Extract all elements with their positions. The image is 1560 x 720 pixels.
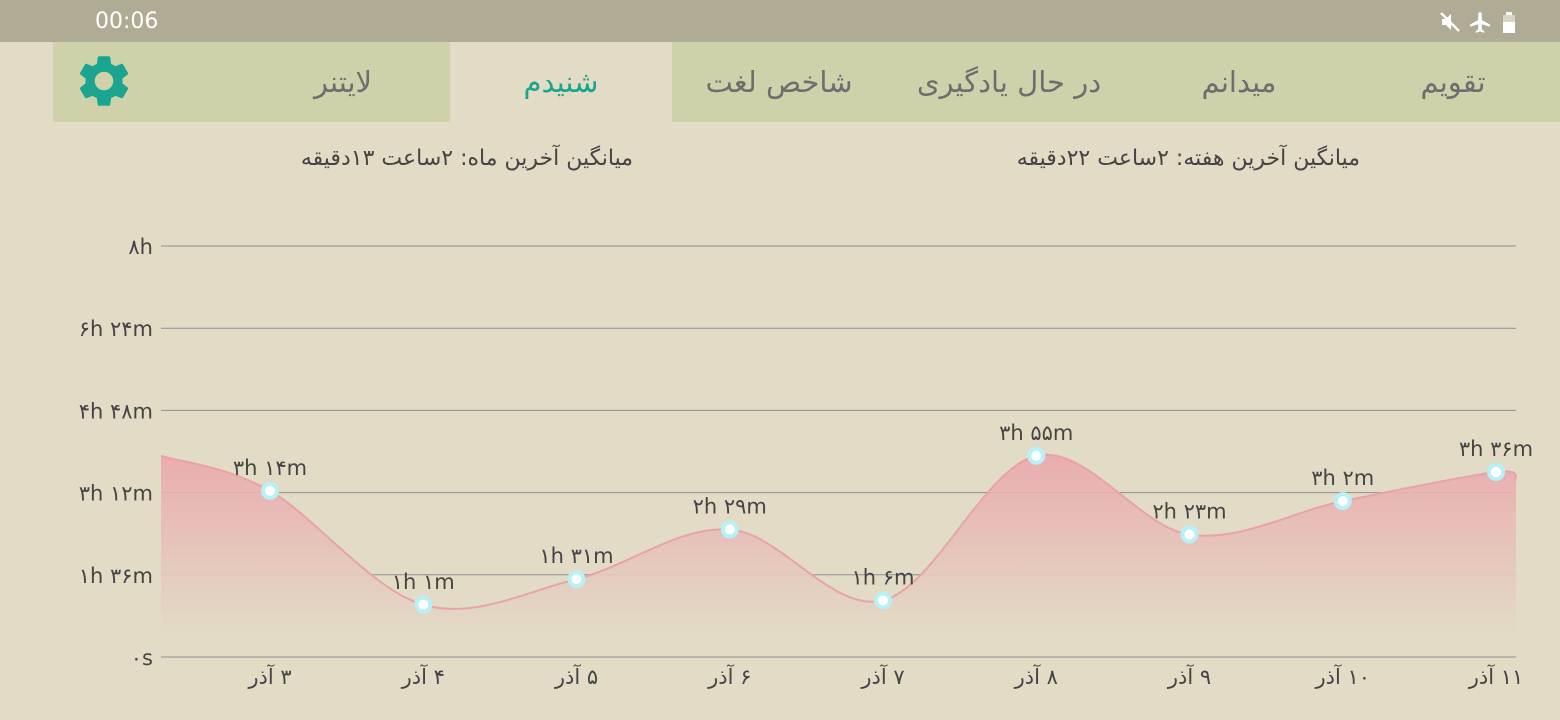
data-label: ۱h ۱m bbox=[392, 570, 455, 594]
data-point bbox=[567, 570, 586, 589]
data-label: ۳h ۳۶m bbox=[1459, 437, 1533, 461]
x-tick-label: ۷ آذر bbox=[860, 664, 904, 689]
x-tick-label: ۱۱ آذر bbox=[1468, 664, 1524, 689]
data-label: ۳h ۵۵m bbox=[999, 421, 1073, 445]
tab-leitner[interactable]: لایتنر bbox=[313, 65, 373, 99]
x-tick-label: ۸ آذر bbox=[1014, 664, 1058, 689]
y-tick-label: ۰s bbox=[131, 646, 153, 670]
data-label: ۲h ۲۹m bbox=[693, 494, 767, 518]
data-label: ۱h ۶m bbox=[852, 565, 915, 589]
data-point bbox=[1487, 463, 1505, 482]
y-tick-label: ۴h ۴۸m bbox=[79, 399, 153, 423]
data-label: ۲h ۲۳m bbox=[1152, 500, 1226, 524]
tab-word-index[interactable]: شاخص لغت bbox=[705, 65, 853, 99]
tab-heard[interactable]: شنیدم bbox=[450, 42, 672, 122]
data-point bbox=[414, 595, 433, 614]
data-point bbox=[1027, 446, 1046, 465]
data-label: ۳h ۲m bbox=[1311, 466, 1374, 490]
y-tick-label: ۳h ۱۲m bbox=[79, 482, 153, 506]
area-fill bbox=[161, 454, 1516, 639]
gear-icon[interactable] bbox=[73, 50, 135, 112]
status-bar: 00:06 bbox=[0, 0, 1560, 42]
data-point bbox=[720, 520, 739, 539]
mute-icon bbox=[1440, 12, 1460, 32]
tab-calendar[interactable]: تقویم bbox=[1420, 65, 1486, 99]
y-tick-label: ۱h ۳۶m bbox=[79, 564, 153, 588]
tab-know[interactable]: میدانم bbox=[1201, 65, 1277, 99]
data-point bbox=[874, 591, 892, 610]
tab-learning[interactable]: در حال یادگیری bbox=[916, 65, 1102, 99]
data-point bbox=[1180, 525, 1199, 544]
data-label: ۱h ۳۱m bbox=[539, 544, 613, 568]
listening-time-chart: ۰s ۱h ۳۶m ۳h ۱۲m ۴h ۴۸m ۶h ۲۴m ۸h ۳h ۱۴m ۳ آذر ۱… bbox=[79, 235, 1533, 689]
battery-icon bbox=[1503, 12, 1515, 33]
x-tick-label: ۱۰ آذر bbox=[1314, 664, 1370, 689]
x-tick-label: ۵ آذر bbox=[554, 664, 598, 689]
tab-bar: تقویم میدانم در حال یادگیری شاخص لغت شنی… bbox=[53, 42, 1560, 122]
x-tick-label: ۶ آذر bbox=[707, 664, 751, 689]
status-time: 00:06 bbox=[95, 9, 159, 34]
x-tick-label: ۴ آذر bbox=[401, 664, 445, 689]
data-label: ۳h ۱۴m bbox=[233, 456, 307, 480]
y-tick-label: ۶h ۲۴m bbox=[79, 317, 153, 341]
x-tick-label: ۹ آذر bbox=[1167, 664, 1211, 689]
x-tick-label: ۳ آذر bbox=[247, 664, 291, 689]
data-point bbox=[261, 481, 279, 500]
airplane-mode-icon bbox=[1470, 12, 1490, 33]
y-tick-label: ۸h bbox=[128, 235, 153, 259]
data-point bbox=[1333, 492, 1352, 511]
status-icons bbox=[1440, 12, 1515, 33]
month-average: میانگین آخرین ماه: ۲ساعت ۱۳دقیقه bbox=[300, 146, 633, 171]
week-average: میانگین آخرین هفته: ۲ساعت ۲۲دقیقه bbox=[1016, 146, 1360, 171]
